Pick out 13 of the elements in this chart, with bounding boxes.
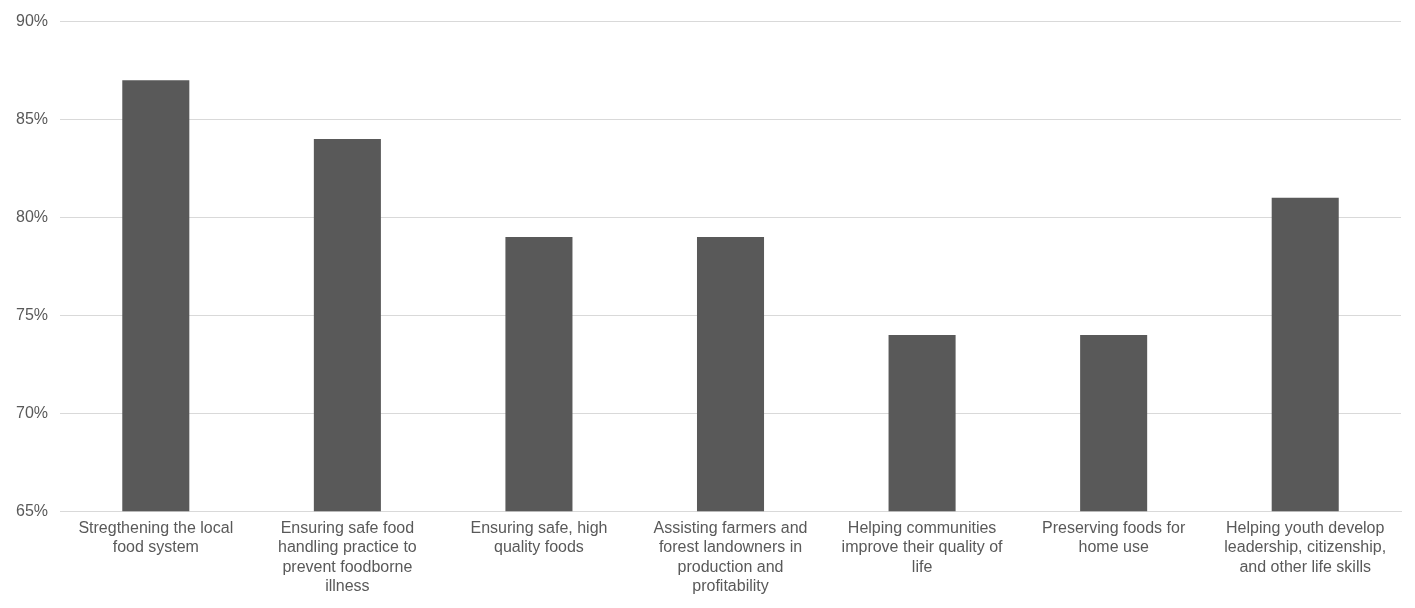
x-tick-label: Stregthening the local food system [78, 519, 234, 556]
x-tick-label: Helping youth develop leadership, citizenship, and other life skills [1224, 519, 1387, 575]
x-tick-label: Preserving foods for home use [1042, 519, 1186, 556]
y-tick-label: 70% [15, 403, 49, 421]
x-tick-label: Ensuring safe food handling practice to prevent foodborne illness [277, 519, 417, 594]
x-tick-label: Helping communities improve their quality of life [841, 519, 1004, 575]
y-tick-label: 90% [15, 12, 49, 30]
y-tick-label: 85% [15, 109, 49, 127]
y-tick-label: 80% [15, 207, 49, 225]
x-tick-label: Ensuring safe, high quality foods [470, 519, 608, 556]
y-tick-label: 65% [15, 501, 49, 519]
x-tick-label: Assisting farmers and forest landowners in production and profitability [653, 519, 808, 594]
y-tick-label: 75% [15, 305, 49, 323]
